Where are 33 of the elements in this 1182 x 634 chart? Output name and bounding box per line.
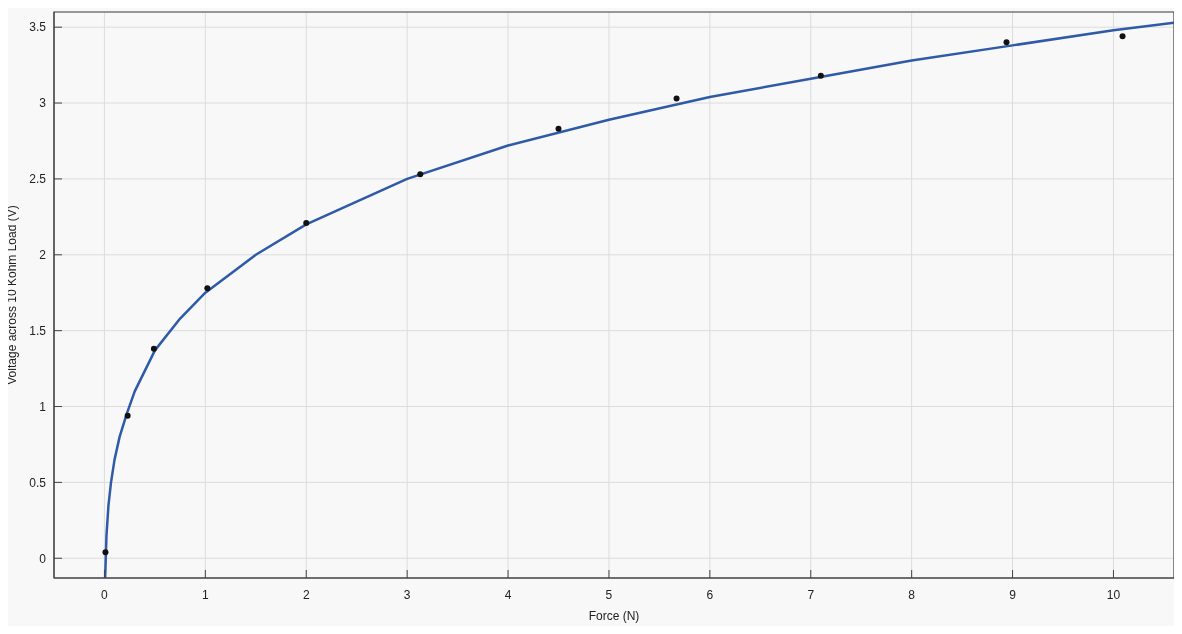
x-tick-label: 3	[403, 587, 411, 602]
y-axis-title: Voltage across 10 Kohm Load (V)	[5, 205, 20, 385]
x-tick-label: 6	[706, 587, 714, 602]
x-tick-label: 1	[202, 587, 210, 602]
point	[555, 125, 562, 132]
point	[817, 72, 824, 79]
point	[417, 171, 424, 178]
point	[204, 285, 211, 292]
y-tick-label: 3	[39, 96, 47, 111]
x-tick-label: 5	[605, 587, 613, 602]
point	[303, 219, 310, 226]
point	[124, 412, 131, 419]
y-tick-label: 2.5	[29, 172, 47, 187]
point	[1119, 33, 1126, 40]
point	[102, 549, 109, 556]
point	[673, 95, 680, 102]
x-tick-label: 4	[504, 587, 512, 602]
x-tick-label: 2	[302, 587, 310, 602]
line-series	[103, 21, 1174, 578]
x-tick-label: 8	[908, 587, 916, 602]
y-tick-label: 2	[39, 248, 47, 263]
point	[1003, 39, 1010, 46]
point	[150, 345, 157, 352]
x-axis-title: Force (N)	[588, 609, 640, 623]
y-tick-label: 0	[39, 551, 47, 566]
x-tick-label: 9	[1009, 587, 1017, 602]
x-tick-label: 0	[101, 587, 109, 602]
y-tick-label: 0.5	[29, 475, 47, 490]
x-tick-label: 7	[807, 587, 815, 602]
y-tick-label: 1.5	[29, 323, 47, 338]
y-tick-label: 1	[39, 399, 47, 414]
x-tick-label: 10	[1106, 587, 1121, 602]
y-tick-label: 3.5	[29, 20, 47, 35]
